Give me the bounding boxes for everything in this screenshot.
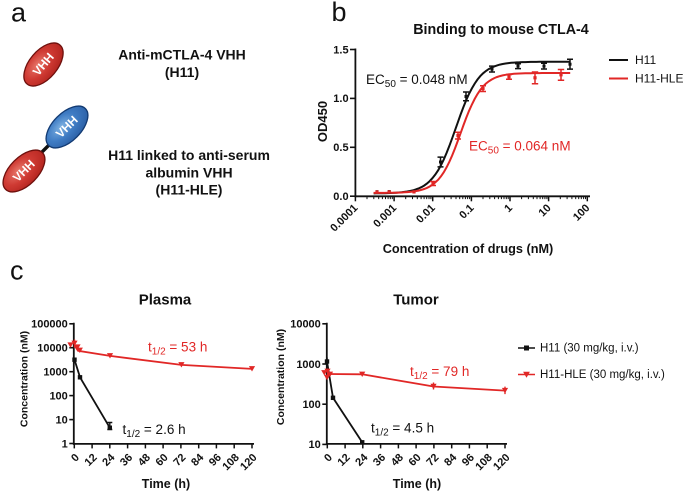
svg-text:1.5: 1.5 <box>333 44 348 56</box>
svg-text:36: 36 <box>118 452 135 469</box>
svg-text:0.0001: 0.0001 <box>328 202 360 234</box>
svg-text:84: 84 <box>189 451 207 469</box>
svg-text:t1/2 = 53 h: t1/2 = 53 h <box>148 340 207 358</box>
svg-text:100: 100 <box>49 390 67 402</box>
svg-text:OD450: OD450 <box>315 101 330 142</box>
svg-text:108: 108 <box>220 452 241 473</box>
svg-text:H11 linked to anti-serum: H11 linked to anti-serum <box>108 147 270 163</box>
svg-text:albumin VHH: albumin VHH <box>145 164 232 180</box>
svg-text:84: 84 <box>442 451 460 469</box>
svg-text:36: 36 <box>371 452 388 469</box>
svg-text:Tumor: Tumor <box>393 292 439 309</box>
svg-text:Concentration of drugs (nM): Concentration of drugs (nM) <box>383 242 554 256</box>
svg-text:t1/2 = 2.6 h: t1/2 = 2.6 h <box>123 422 186 440</box>
svg-text:1.0: 1.0 <box>333 93 348 105</box>
svg-text:0.5: 0.5 <box>333 142 348 154</box>
svg-text:Anti-mCTLA-4 VHH: Anti-mCTLA-4 VHH <box>118 47 246 63</box>
svg-text:1: 1 <box>502 202 515 215</box>
svg-text:t1/2 = 4.5 h: t1/2 = 4.5 h <box>371 421 434 439</box>
svg-text:12: 12 <box>336 452 353 469</box>
svg-text:Time (h): Time (h) <box>142 477 190 491</box>
svg-text:a: a <box>11 0 27 28</box>
svg-text:120: 120 <box>491 452 512 473</box>
svg-text:Concentration (nM): Concentration (nM) <box>275 329 287 425</box>
svg-text:1000: 1000 <box>43 367 67 379</box>
svg-text:H11 (30 mg/kg, i.v.): H11 (30 mg/kg, i.v.) <box>540 343 639 355</box>
svg-text:t1/2 = 79 h: t1/2 = 79 h <box>410 364 469 382</box>
svg-text:Concentration (nM): Concentration (nM) <box>19 331 31 427</box>
svg-text:48: 48 <box>136 452 153 469</box>
svg-text:0.1: 0.1 <box>457 202 476 221</box>
svg-text:EC50 = 0.064 nM: EC50 = 0.064 nM <box>469 139 571 157</box>
svg-text:Plasma: Plasma <box>139 292 192 309</box>
svg-text:72: 72 <box>171 452 188 469</box>
svg-text:0: 0 <box>322 452 335 465</box>
svg-text:EC50 = 0.048 nM: EC50 = 0.048 nM <box>366 72 468 90</box>
svg-text:48: 48 <box>389 452 406 469</box>
svg-text:H11-HLE: H11-HLE <box>635 72 683 86</box>
svg-text:10000: 10000 <box>37 343 68 355</box>
svg-text:(H11): (H11) <box>165 64 199 80</box>
svg-text:24: 24 <box>353 451 371 469</box>
svg-text:120: 120 <box>238 452 259 473</box>
svg-text:c: c <box>10 256 24 286</box>
svg-text:10: 10 <box>56 414 68 426</box>
svg-text:0.01: 0.01 <box>414 202 438 226</box>
svg-text:24: 24 <box>100 451 118 469</box>
svg-text:100: 100 <box>302 399 320 411</box>
svg-text:1: 1 <box>62 438 68 450</box>
svg-text:60: 60 <box>154 452 171 469</box>
svg-text:100: 100 <box>571 202 592 223</box>
svg-text:100000: 100000 <box>31 319 68 331</box>
svg-text:Binding to mouse CTLA-4: Binding to mouse CTLA-4 <box>413 22 589 38</box>
svg-text:1000: 1000 <box>296 359 320 371</box>
svg-text:Time (h): Time (h) <box>393 477 441 491</box>
svg-text:0.0: 0.0 <box>333 191 348 203</box>
svg-text:0.001: 0.001 <box>371 202 399 230</box>
svg-text:H11: H11 <box>635 53 656 67</box>
svg-text:(H11-HLE): (H11-HLE) <box>156 182 223 198</box>
svg-text:60: 60 <box>407 452 424 469</box>
svg-text:12: 12 <box>83 452 100 469</box>
svg-text:10000: 10000 <box>290 319 321 331</box>
svg-text:b: b <box>332 0 347 27</box>
svg-text:10: 10 <box>537 202 554 219</box>
svg-text:10: 10 <box>309 439 321 451</box>
svg-text:108: 108 <box>473 452 494 473</box>
svg-text:0: 0 <box>69 452 82 465</box>
svg-text:72: 72 <box>424 452 441 469</box>
svg-text:H11-HLE (30 mg/kg, i.v.): H11-HLE (30 mg/kg, i.v.) <box>540 369 665 381</box>
